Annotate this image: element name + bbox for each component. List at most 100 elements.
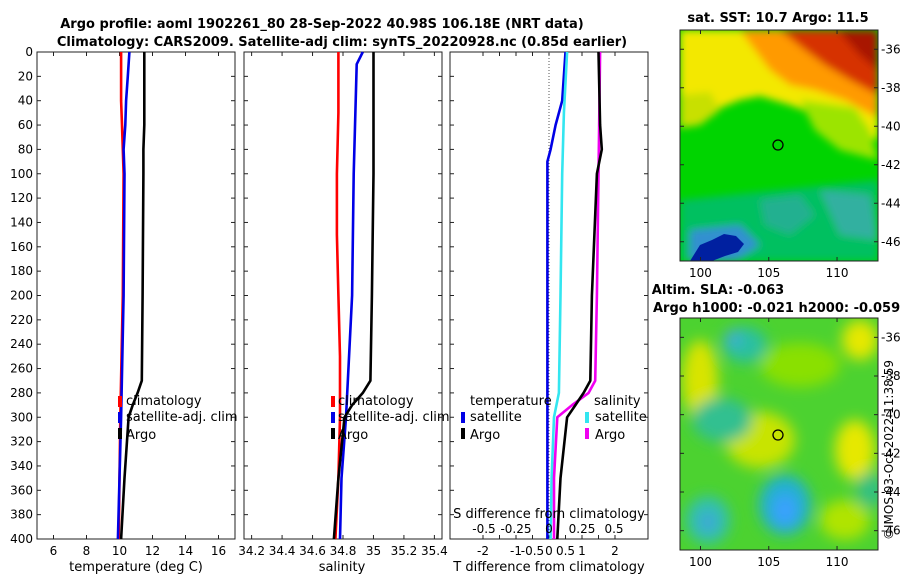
- x-tick-label: 1: [578, 544, 586, 558]
- x-tick-label: 0.5: [556, 544, 575, 558]
- sst-map-panel: sat. SST: 10.7 Argo: 11.5 100 105 110-36-3…: [680, 11, 900, 280]
- depth-tick-label: 20: [18, 69, 33, 83]
- sla-field: [680, 318, 884, 550]
- legend-swatch-argo: [118, 428, 122, 439]
- depth-tick-label: 0: [25, 45, 33, 59]
- legend-swatch-satellite: [118, 412, 122, 423]
- sla-high-blob: [760, 343, 840, 387]
- temperature-xlabel: temperature (deg C): [69, 560, 203, 575]
- depth-tick-label: 220: [10, 313, 33, 327]
- argo-figure: Argo profile: aoml 1902261_80 28-Sep-202…: [0, 0, 900, 580]
- depth-tick-label: 400: [10, 532, 33, 546]
- x-tick-label: 0: [545, 544, 553, 558]
- sst-field: [680, 30, 878, 261]
- lat-tick-label: -44: [881, 196, 900, 210]
- x-tick-label: 35: [366, 544, 381, 558]
- legend-swatch-t-argo: [461, 428, 465, 439]
- legend-label-satellite: satellite-adj. clim: [126, 410, 238, 425]
- legend-label-s-satellite: satellite: [595, 410, 647, 425]
- depth-tick-label: 260: [10, 362, 33, 376]
- title-line-2: Climatology: CARS2009. Satellite-adj cli…: [57, 35, 627, 50]
- x-tick-label: -2: [477, 544, 489, 558]
- x-tick-label: -0.5: [521, 544, 544, 558]
- depth-tick-label: 380: [10, 508, 33, 522]
- x-tick-label: 6: [50, 544, 58, 558]
- legend-swatch-satellite: [331, 412, 335, 423]
- x-tick-label: 10: [112, 544, 127, 558]
- legend-swatch-climatology: [331, 396, 335, 407]
- legend-label-t-argo: Argo: [470, 428, 500, 443]
- sla-high-blob: [820, 500, 870, 540]
- depth-tick-label: 160: [10, 240, 33, 254]
- depth-tick-label: 340: [10, 459, 33, 473]
- depth-tick-label: 120: [10, 191, 33, 205]
- x-tick-label: 34.6: [299, 544, 326, 558]
- legend-label-climatology: climatology: [338, 394, 414, 409]
- s-tick: 0.25: [569, 522, 596, 536]
- sla-low-blob: [856, 472, 884, 508]
- legend-swatch-s-satellite: [585, 412, 589, 423]
- lon-tick-label: 100: [689, 555, 712, 569]
- imos-watermark: ©IMOS 03-Oct-2022 11:38:59: [882, 360, 896, 540]
- salinity-xlabel: salinity: [319, 560, 366, 575]
- legend-swatch-climatology: [118, 396, 122, 407]
- x-tick-label: 12: [145, 544, 160, 558]
- lon-tick-label: 100: [689, 266, 712, 280]
- depth-tick-label: 280: [10, 386, 33, 400]
- sla-high-blob: [842, 320, 878, 360]
- lon-tick-label: 105: [757, 555, 780, 569]
- sla-low-core: [773, 494, 797, 526]
- depth-tick-label: 360: [10, 483, 33, 497]
- legend-label-argo: Argo: [338, 428, 368, 443]
- depth-tick-label: 40: [18, 94, 33, 108]
- title-line-1: Argo profile: aoml 1902261_80 28-Sep-202…: [60, 17, 584, 32]
- sla-low-blob: [692, 398, 752, 442]
- s-tick: -0.5: [472, 522, 495, 536]
- sla-map-panel: Altim. SLA: -0.063 Argo h1000: -0.021 h2…: [652, 283, 900, 569]
- x-tick-label: 8: [83, 544, 91, 558]
- x-tick-label: 34.8: [330, 544, 357, 558]
- sla-title-1: Altim. SLA: -0.063: [652, 283, 784, 298]
- x-tick-label: 2: [611, 544, 619, 558]
- depth-tick-label: 100: [10, 167, 33, 181]
- depth-tick-label: 240: [10, 337, 33, 351]
- lat-tick-label: -36: [881, 330, 900, 344]
- sla-title-2: Argo h1000: -0.021 h2000: -0.059: [653, 301, 900, 316]
- legend-label-satellite: satellite-adj. clim: [338, 410, 450, 425]
- lat-tick-label: -42: [881, 158, 900, 172]
- depth-tick-label: 320: [10, 435, 33, 449]
- legend-swatch-argo: [331, 428, 335, 439]
- lon-tick-label: 105: [757, 266, 780, 280]
- legend-label-t-satellite: satellite: [470, 410, 522, 425]
- x-tick-label: 35.4: [421, 544, 448, 558]
- sla-low-core: [700, 513, 716, 531]
- s-tick: 0.5: [604, 522, 623, 536]
- x-tick-label: 35.2: [391, 544, 418, 558]
- depth-tick-label: 140: [10, 215, 33, 229]
- lat-tick-label: -40: [881, 119, 900, 133]
- lat-tick-label: -36: [881, 42, 900, 56]
- depth-tick-label: 300: [10, 410, 33, 424]
- difference-panel: -2 -1-0.5 0 0.5 1 2 S difference from climato…: [450, 52, 648, 575]
- legend-label-climatology: climatology: [126, 394, 202, 409]
- legend-heading-temperature: temperature: [470, 394, 552, 409]
- t-difference-xlabel: T difference from climatology: [452, 560, 645, 575]
- depth-tick-label: 200: [10, 289, 33, 303]
- temperature-axes: [37, 52, 235, 539]
- legend-label-argo: Argo: [126, 428, 156, 443]
- temperature-panel: 0 20 40 60 80 100 120 140 160 180 200 220 240 260 280 3…: [10, 45, 238, 575]
- s-tick: 0: [545, 522, 553, 536]
- x-tick-label: 16: [211, 544, 226, 558]
- sla-pattern: [682, 320, 884, 544]
- sla-high-blob: [835, 420, 875, 480]
- x-tick-label: 14: [178, 544, 193, 558]
- legend-swatch-t-satellite: [461, 412, 465, 423]
- depth-tick-label: 60: [18, 118, 33, 132]
- s-difference-label: S difference from climatology: [453, 507, 645, 522]
- legend-swatch-s-argo: [585, 428, 589, 439]
- salinity-panel: 34.2 34.4 34.6 34.8 35 35.2 35.4 salinity clim…: [238, 52, 449, 575]
- depth-tick-label: 180: [10, 264, 33, 278]
- depth-tick-label: 80: [18, 142, 33, 156]
- lon-tick-label: 110: [826, 555, 849, 569]
- sla-low-core: [725, 330, 741, 346]
